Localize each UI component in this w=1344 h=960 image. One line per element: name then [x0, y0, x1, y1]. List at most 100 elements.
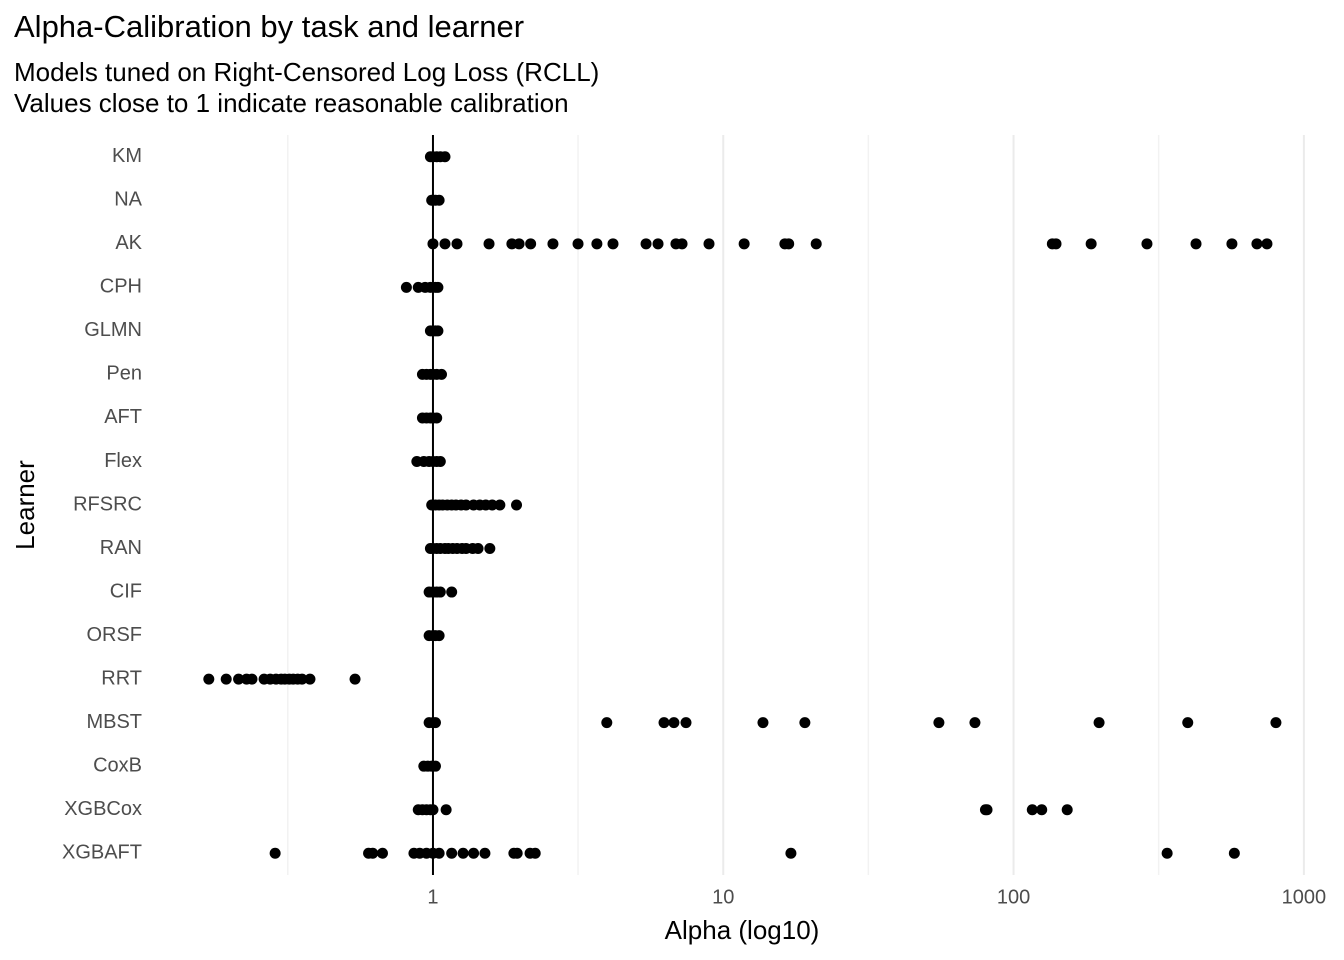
x-axis-title: Alpha (log10) — [665, 915, 820, 945]
point — [783, 238, 795, 250]
point — [738, 238, 750, 250]
point — [513, 238, 525, 250]
point — [349, 673, 361, 685]
y-tick-label: RFSRC — [73, 493, 142, 515]
point — [933, 717, 945, 729]
y-tick-label: NA — [114, 189, 142, 211]
point — [472, 543, 484, 555]
point — [676, 238, 688, 250]
y-tick-label: XGBAFT — [62, 842, 142, 864]
y-tick-label: GLMN — [84, 319, 142, 341]
point — [1182, 717, 1194, 729]
point — [1190, 238, 1202, 250]
point — [367, 847, 379, 859]
point — [203, 673, 215, 685]
point — [703, 238, 715, 250]
y-tick-label: Flex — [104, 450, 142, 472]
point — [246, 673, 258, 685]
point — [799, 717, 811, 729]
point — [451, 238, 463, 250]
point — [439, 151, 451, 163]
point — [607, 238, 619, 250]
point — [483, 238, 495, 250]
point — [484, 543, 496, 555]
point — [220, 673, 232, 685]
point — [525, 238, 537, 250]
point — [432, 281, 444, 293]
point — [296, 673, 308, 685]
x-tick-label: 1000 — [1282, 886, 1327, 908]
point — [304, 673, 316, 685]
point — [511, 499, 523, 511]
y-tick-label: AK — [115, 232, 142, 254]
point — [429, 717, 441, 729]
point — [427, 804, 439, 816]
y-tick-label: RAN — [100, 537, 142, 559]
point — [427, 238, 439, 250]
point — [446, 847, 458, 859]
point — [376, 847, 388, 859]
point — [433, 194, 445, 206]
point — [1161, 847, 1173, 859]
point — [434, 455, 446, 467]
point — [981, 804, 993, 816]
point — [433, 847, 445, 859]
point — [1050, 238, 1062, 250]
point — [810, 238, 822, 250]
x-tick-label: 10 — [712, 886, 734, 908]
point — [269, 847, 281, 859]
point — [547, 238, 559, 250]
point — [1226, 238, 1238, 250]
point — [640, 238, 652, 250]
y-tick-label: KM — [112, 145, 142, 167]
point — [479, 847, 491, 859]
point — [435, 368, 447, 380]
point — [1141, 238, 1153, 250]
point — [429, 760, 441, 772]
point — [1026, 804, 1038, 816]
point — [446, 586, 458, 598]
point — [400, 281, 412, 293]
point — [486, 499, 498, 511]
point — [434, 586, 446, 598]
point — [233, 673, 245, 685]
point — [1036, 804, 1048, 816]
point — [1270, 717, 1282, 729]
point — [785, 847, 797, 859]
x-tick-label: 100 — [997, 886, 1030, 908]
point — [432, 325, 444, 337]
y-tick-label: XGBCox — [64, 798, 142, 820]
point — [457, 847, 469, 859]
point — [433, 630, 445, 642]
y-tick-label: CPH — [100, 276, 142, 298]
point — [1085, 238, 1097, 250]
point — [1093, 717, 1105, 729]
x-tick-label: 1 — [427, 886, 438, 908]
point — [468, 847, 480, 859]
point — [1261, 238, 1273, 250]
point — [494, 499, 506, 511]
y-tick-label: CIF — [110, 580, 142, 602]
point — [439, 238, 451, 250]
point — [668, 717, 680, 729]
point — [601, 717, 613, 729]
point — [658, 717, 670, 729]
point — [652, 238, 664, 250]
point — [680, 717, 692, 729]
chart-title: Alpha-Calibration by task and learner — [14, 9, 524, 44]
point — [431, 412, 443, 424]
y-axis-title: Learner — [10, 460, 40, 550]
chart-subtitle: Models tuned on Right-Censored Log Loss … — [14, 57, 599, 87]
point — [757, 717, 769, 729]
y-tick-label: CoxB — [93, 754, 142, 776]
y-tick-label: MBST — [86, 711, 142, 733]
point — [591, 238, 603, 250]
chart-subtitle: Values close to 1 indicate reasonable ca… — [14, 88, 569, 118]
point — [440, 804, 452, 816]
point — [1228, 847, 1240, 859]
point — [1061, 804, 1073, 816]
y-tick-label: AFT — [104, 406, 142, 428]
point — [460, 499, 472, 511]
point — [969, 717, 981, 729]
